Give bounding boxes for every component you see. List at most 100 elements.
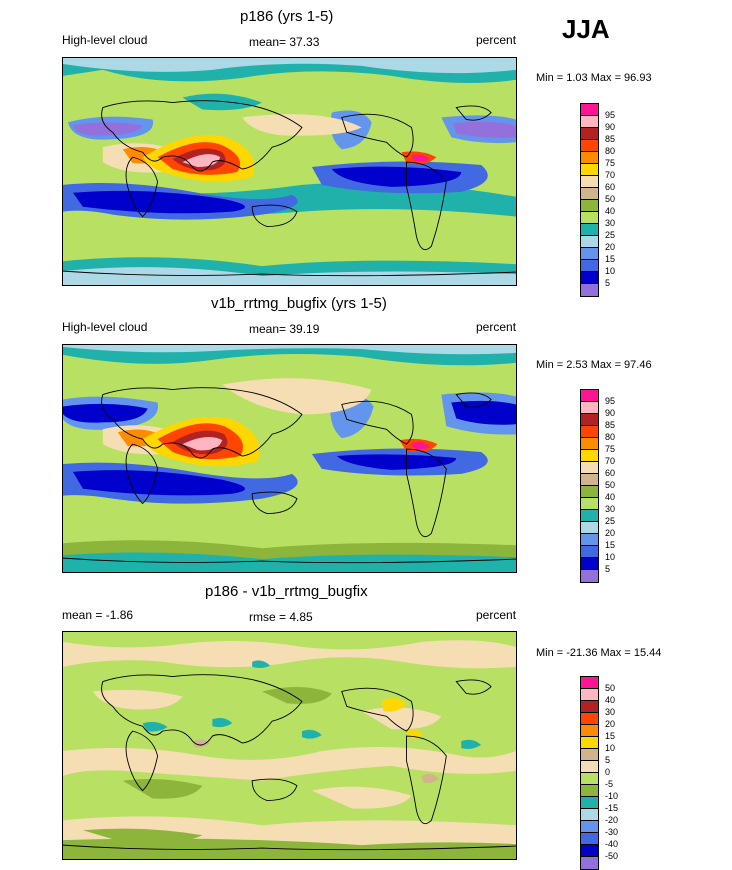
map-panel-3 [62, 631, 517, 860]
colorbar-swatch [581, 284, 598, 296]
rmse-label: rmse = 4.85 [249, 610, 313, 624]
colorbar-label: 40 [605, 492, 616, 502]
units-label: percent [476, 608, 517, 622]
colorbar-swatch [581, 821, 598, 833]
colorbar-swatch [581, 188, 598, 200]
colorbar-label: 70 [605, 170, 616, 180]
colorbar-swatch [581, 212, 598, 224]
units-label: percent [476, 320, 517, 334]
colorbar-swatch [581, 558, 598, 570]
colorbar-swatch [581, 200, 598, 212]
colorbar [580, 676, 599, 870]
colorbar-swatch [581, 498, 598, 510]
colorbar-label: 70 [605, 456, 616, 466]
colorbar-swatch [581, 128, 598, 140]
minmax-label: Min = 2.53 Max = 97.46 [536, 359, 652, 371]
colorbar-label: 90 [605, 122, 616, 132]
colorbar-label: -50 [605, 851, 619, 861]
map-panel-1 [62, 57, 517, 286]
colorbar-swatch [581, 152, 598, 164]
colorbar-label: 10 [605, 266, 616, 276]
colorbar-label: 95 [605, 110, 616, 120]
colorbar-label: 30 [605, 504, 616, 514]
colorbar-label: 60 [605, 182, 616, 192]
panel-title: p186 (yrs 1-5) [240, 8, 334, 25]
colorbar-swatch [581, 845, 598, 857]
colorbar-swatch [581, 761, 598, 773]
colorbar-label: 5 [605, 755, 611, 765]
colorbar-swatch [581, 701, 598, 713]
colorbar-label: -5 [605, 779, 614, 789]
colorbar-label: 85 [605, 134, 616, 144]
colorbar-swatch [581, 224, 598, 236]
colorbar-label: 5 [605, 564, 611, 574]
colorbar-label: 10 [605, 552, 616, 562]
minmax-label: Min = -21.36 Max = 15.44 [536, 647, 662, 659]
colorbar-label: 85 [605, 420, 616, 430]
colorbar-swatch [581, 248, 598, 260]
colorbar-label: -20 [605, 815, 619, 825]
colorbar-swatch [581, 462, 598, 474]
colorbar-swatch [581, 426, 598, 438]
mean-label: mean= 39.19 [249, 322, 320, 336]
colorbar-label: 15 [605, 254, 616, 264]
colorbar-label: 50 [605, 683, 616, 693]
colorbar-label: 80 [605, 146, 616, 156]
colorbar-swatch [581, 164, 598, 176]
colorbar-swatch [581, 438, 598, 450]
colorbar-swatch [581, 390, 598, 402]
colorbar-swatch [581, 176, 598, 188]
colorbar-label: 75 [605, 158, 616, 168]
colorbar-label: 15 [605, 540, 616, 550]
colorbar-swatch [581, 737, 598, 749]
colorbar-label: 80 [605, 432, 616, 442]
colorbar [580, 103, 599, 297]
map-panel-2 [62, 344, 517, 573]
colorbar-label: 30 [605, 218, 616, 228]
colorbar-label: -15 [605, 803, 619, 813]
colorbar-swatch [581, 749, 598, 761]
colorbar-label: 90 [605, 408, 616, 418]
colorbar-label: -40 [605, 839, 619, 849]
colorbar-label: 60 [605, 468, 616, 478]
colorbar-swatch [581, 534, 598, 546]
colorbar-swatch [581, 236, 598, 248]
colorbar-swatch [581, 773, 598, 785]
colorbar-label: 95 [605, 396, 616, 406]
colorbar-swatch [581, 689, 598, 701]
colorbar-swatch [581, 104, 598, 116]
colorbar-swatch [581, 510, 598, 522]
colorbar-swatch [581, 797, 598, 809]
colorbar-label: 15 [605, 731, 616, 741]
colorbar-label: 50 [605, 480, 616, 490]
colorbar-swatch [581, 725, 598, 737]
colorbar-label: 25 [605, 516, 616, 526]
colorbar-swatch [581, 809, 598, 821]
units-label: percent [476, 33, 517, 47]
colorbar-swatch [581, 116, 598, 128]
colorbar-swatch [581, 140, 598, 152]
colorbar-label: 50 [605, 194, 616, 204]
mean-label: mean = -1.86 [62, 608, 134, 622]
colorbar-label: 40 [605, 695, 616, 705]
season-label: JJA [562, 14, 610, 44]
colorbar-swatch [581, 570, 598, 582]
panel-title: v1b_rrtmg_bugfix (yrs 1-5) [211, 295, 387, 312]
colorbar-swatch [581, 677, 598, 689]
colorbar-label: -30 [605, 827, 619, 837]
variable-label: High-level cloud [62, 33, 148, 47]
colorbar-swatch [581, 272, 598, 284]
colorbar-swatch [581, 414, 598, 426]
colorbar-swatch [581, 474, 598, 486]
panel-title: p186 - v1b_rrtmg_bugfix [205, 583, 368, 600]
minmax-label: Min = 1.03 Max = 96.93 [536, 72, 652, 84]
colorbar-swatch [581, 546, 598, 558]
colorbar-swatch [581, 402, 598, 414]
mean-label: mean= 37.33 [249, 35, 320, 49]
colorbar [580, 389, 599, 583]
colorbar-label: 25 [605, 230, 616, 240]
colorbar-swatch [581, 260, 598, 272]
colorbar-swatch [581, 713, 598, 725]
colorbar-swatch [581, 486, 598, 498]
colorbar-label: 20 [605, 719, 616, 729]
